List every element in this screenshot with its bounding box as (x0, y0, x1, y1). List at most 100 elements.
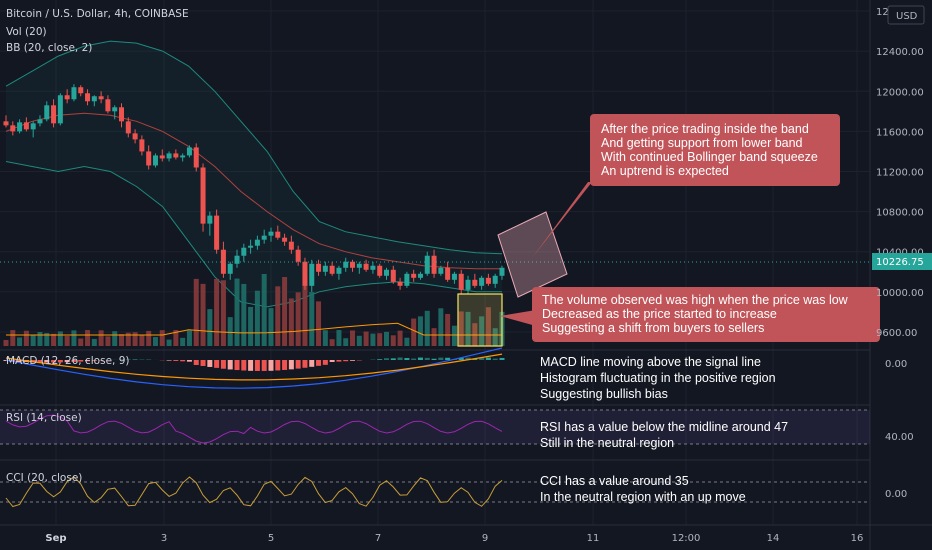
volume-bar (71, 330, 77, 346)
macd-histogram-bar (64, 360, 70, 363)
macd-histogram-bar (37, 360, 43, 363)
volume-bar (98, 330, 104, 346)
candle-body (159, 155, 165, 159)
volume-bar (350, 330, 356, 346)
candle-body (105, 99, 111, 112)
candle-body (316, 263, 322, 272)
volume-bar (370, 333, 376, 346)
macd-histogram-bar (411, 358, 417, 360)
volume-bar (186, 330, 192, 346)
macd-note-line-1: MACD line moving above the signal line (540, 355, 761, 369)
macd-histogram-bar (71, 360, 77, 362)
volume-bar (309, 292, 315, 346)
macd-histogram-bar (173, 360, 179, 361)
volume-bar (241, 283, 247, 346)
candle-body (383, 269, 389, 276)
macd-histogram-bar (329, 360, 335, 362)
candle-body (214, 215, 220, 250)
volume-bar (451, 325, 457, 346)
volume-bar (302, 276, 308, 346)
volume-bar (404, 337, 410, 346)
time-tick-label: 5 (268, 533, 274, 544)
volume-highlight-box[interactable] (457, 293, 503, 347)
candle-body (254, 239, 260, 246)
macd-histogram-bar (288, 360, 294, 370)
macd-histogram-bar (220, 360, 226, 369)
candle-body (356, 263, 362, 268)
candle-body (193, 147, 199, 168)
volume-note-box[interactable] (532, 287, 880, 342)
time-axis[interactable]: Sep 3 5 7 9 11 12:00 14 16 (45, 533, 863, 544)
volume-bar (44, 333, 50, 346)
macd-histogram-bar (17, 360, 23, 362)
candle-body (23, 122, 29, 130)
volume-bar (37, 332, 43, 346)
cci-legend[interactable]: CCI (20, close) (6, 472, 82, 484)
price-axis[interactable]: 12800.0012400.0012000.0011600.0011200.00… (876, 7, 924, 339)
candle-body (322, 265, 328, 272)
macd-histogram-bar (268, 360, 274, 371)
bollinger-upper (5, 40, 503, 255)
bollinger-legend[interactable]: BB (20, close, 2) (6, 42, 92, 54)
candle-body (3, 121, 9, 126)
macd-legend[interactable]: MACD (12, 26, close, 9) (6, 355, 129, 367)
volume-bar (261, 273, 267, 346)
macd-histogram-bar (390, 358, 396, 360)
candle-body (363, 263, 369, 270)
macd-histogram-bar (248, 360, 254, 371)
projection-box[interactable] (497, 211, 568, 298)
volume-bar (390, 335, 396, 346)
candle-body (458, 273, 464, 290)
macd-histogram-bar (282, 360, 288, 370)
bollinger-note-line-2: And getting support from lower band (601, 136, 803, 150)
volume-bar (17, 337, 23, 346)
volume-bar (288, 298, 294, 346)
currency-button[interactable] (887, 5, 925, 25)
candle-body (329, 265, 335, 274)
volume-bar (248, 306, 254, 346)
volume-bar (316, 301, 322, 346)
macd-histogram-bar (51, 360, 57, 363)
rsi-legend[interactable]: RSI (14, close) (6, 412, 82, 424)
cci-note-line-2: In the neutral region with an up move (540, 490, 746, 504)
bollinger-note-line-4: An uptrend is expected (601, 164, 729, 178)
volume-bar (64, 336, 70, 346)
candle-body (152, 155, 158, 166)
bollinger-note-box[interactable] (590, 114, 840, 186)
candle-body (85, 93, 91, 102)
macd-histogram-bar (261, 360, 267, 371)
volume-ma-line (6, 322, 502, 336)
macd-histogram-bar (465, 357, 471, 360)
volume-bar (282, 276, 288, 346)
bollinger-basis (5, 112, 502, 270)
macd-histogram-bar (479, 357, 485, 360)
candle-body (397, 281, 403, 286)
candle-body (302, 261, 308, 286)
macd-histogram-bar (214, 360, 220, 368)
macd-histogram-bar (383, 358, 389, 360)
macd-histogram-bar (309, 360, 315, 367)
cci-plot (5, 476, 503, 508)
macd-histogram-bar (254, 360, 260, 371)
candle-body (370, 265, 376, 270)
currency-label: USD (896, 11, 918, 22)
candle-body (227, 263, 233, 274)
macd-histogram-bar (227, 360, 233, 370)
macd-histogram-bar (485, 357, 491, 360)
macd-histogram-bar (44, 360, 50, 363)
volume-bar (220, 280, 226, 346)
candles[interactable] (3, 84, 505, 294)
candle-body (309, 263, 315, 286)
macd-histogram-bar (431, 358, 437, 360)
price-tick-label: 10000.00 (876, 288, 924, 299)
volume-legend[interactable]: Vol (20) (6, 26, 47, 38)
chart-title[interactable]: Bitcoin / U.S. Dollar, 4h, COINBASE (6, 8, 189, 20)
volume-bar (132, 332, 138, 346)
macd-histogram-bar (322, 360, 328, 365)
cci-axis-label: 0.00 (885, 489, 907, 500)
candle-body (119, 107, 125, 122)
volume-bar (78, 338, 84, 346)
current-price-label: 10226.75 (876, 257, 924, 268)
macd-note-line-3: Suggesting bullish bias (540, 387, 668, 401)
